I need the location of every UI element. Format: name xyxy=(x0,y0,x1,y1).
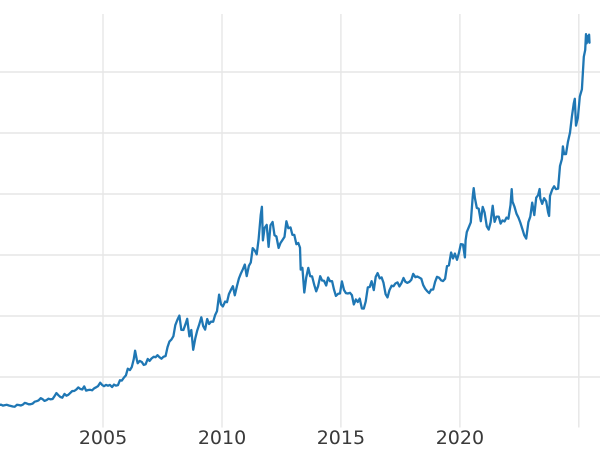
series xyxy=(0,32,591,408)
x-axis-tick-label: 2020 xyxy=(436,427,484,449)
x-axis-tick-label: 2010 xyxy=(198,427,246,449)
x-axis-tick-label: 2015 xyxy=(317,427,365,449)
x-axis-tick-label: 2005 xyxy=(79,427,127,449)
x-axis: 2005 2010 2015 2020 xyxy=(79,427,484,449)
grid xyxy=(0,14,600,428)
price-line xyxy=(0,32,591,408)
